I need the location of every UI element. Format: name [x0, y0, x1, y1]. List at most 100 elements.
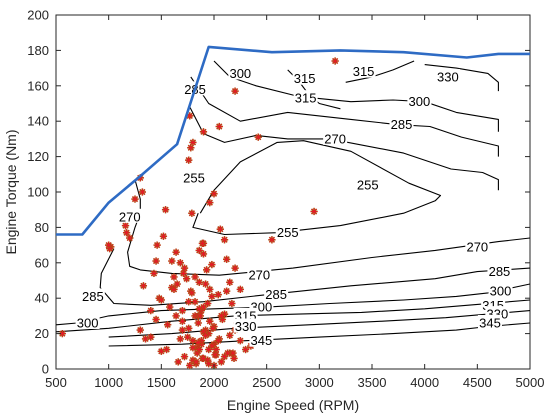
- operating-point-core: [242, 346, 249, 353]
- operating-point-core: [122, 222, 129, 229]
- operating-point-core: [193, 359, 199, 365]
- operating-point: [210, 190, 218, 198]
- operating-point: [152, 315, 160, 324]
- operating-point-core: [175, 359, 182, 365]
- operating-point: [185, 156, 193, 164]
- operating-point: [141, 335, 150, 343]
- operating-point-core: [213, 346, 219, 353]
- operating-point-core: [192, 274, 198, 280]
- contour-label: 255: [357, 177, 379, 192]
- operating-point-core: [181, 265, 188, 271]
- contour-label: 285: [265, 287, 287, 302]
- operating-point: [236, 337, 244, 345]
- operating-point-core: [179, 318, 186, 325]
- operating-point-core: [154, 242, 160, 248]
- contour-label-bg: [292, 70, 317, 85]
- operating-point: [150, 269, 158, 278]
- operating-point-core: [177, 259, 184, 266]
- contour-line-255: [192, 140, 442, 236]
- operating-point-core: [203, 267, 210, 273]
- operating-point-core: [197, 313, 204, 319]
- operating-point: [216, 225, 224, 233]
- operating-point: [217, 312, 225, 320]
- y-tick-label: 160: [27, 78, 49, 93]
- operating-point-core: [210, 325, 216, 332]
- contour-label: 315: [294, 71, 316, 86]
- contour-label: 300: [490, 284, 512, 299]
- operating-point: [242, 345, 250, 354]
- operating-point: [220, 236, 229, 244]
- operating-point-core: [223, 256, 230, 263]
- contour-label: 345: [251, 333, 273, 348]
- operating-point-core: [142, 336, 149, 342]
- contour-label-bg: [233, 307, 258, 322]
- operating-point: [170, 285, 178, 293]
- operating-point-core: [230, 350, 236, 356]
- operating-point: [191, 273, 199, 281]
- y-tick-label: 200: [27, 8, 49, 23]
- operating-point-core: [153, 258, 159, 264]
- operating-point-core: [179, 307, 186, 314]
- operating-point: [179, 269, 188, 278]
- operating-point-core: [196, 247, 203, 254]
- y-tick-label: 120: [27, 149, 49, 164]
- operating-point-core: [216, 123, 223, 130]
- operating-point: [199, 303, 208, 311]
- y-tick-label: 0: [42, 362, 49, 377]
- x-axis-label: Engine Speed (RPM): [227, 397, 359, 413]
- operating-point-core: [209, 261, 215, 268]
- operating-point-core: [223, 288, 230, 294]
- operating-point-core: [180, 270, 187, 277]
- operating-point-core: [332, 58, 338, 64]
- operating-point: [183, 275, 191, 283]
- operating-point: [231, 87, 239, 95]
- contour-line-330: [424, 64, 499, 92]
- contour-label-bg: [228, 65, 253, 80]
- operating-point: [139, 282, 148, 290]
- operating-point-core: [126, 235, 133, 241]
- x-tick-label: 4000: [410, 375, 439, 390]
- contour-label: 285: [82, 289, 104, 304]
- operating-point-core: [229, 300, 235, 307]
- operating-point: [191, 298, 199, 306]
- contour-label-bg: [249, 332, 274, 347]
- operating-point: [166, 303, 174, 311]
- contour-label: 270: [119, 209, 141, 224]
- operating-point: [195, 305, 203, 313]
- operating-point-core: [183, 275, 190, 282]
- operating-point-core: [184, 334, 191, 341]
- operating-point-core: [218, 359, 225, 365]
- operating-point-core: [164, 321, 171, 328]
- contour-label-bg: [75, 314, 100, 329]
- x-tick-label: 3500: [358, 375, 387, 390]
- operating-point-core: [200, 128, 207, 135]
- x-tick-label: 500: [45, 375, 67, 390]
- operating-point: [194, 319, 202, 327]
- operating-point: [236, 285, 244, 293]
- operating-point: [226, 278, 234, 286]
- y-tick-label: 80: [35, 220, 49, 235]
- operating-point-core: [200, 251, 207, 257]
- operating-point: [170, 273, 178, 281]
- contour-label: 300: [229, 66, 251, 81]
- operating-point-core: [166, 304, 173, 310]
- x-tick-label: 4500: [463, 375, 492, 390]
- x-tick-label: 3000: [305, 375, 334, 390]
- operating-point-core: [206, 199, 213, 206]
- operating-point: [147, 306, 155, 315]
- operating-point-core: [196, 346, 203, 353]
- operating-point: [211, 351, 219, 359]
- contour-label-bg: [465, 238, 490, 253]
- operating-point: [214, 291, 222, 299]
- operating-point-core: [206, 318, 213, 325]
- operating-point: [188, 209, 196, 217]
- operating-point-core: [174, 281, 180, 287]
- operating-point: [180, 353, 189, 361]
- operating-point-core: [177, 336, 184, 342]
- contour-line-285: [99, 248, 530, 306]
- contour-label: 255: [277, 225, 299, 240]
- operating-point: [254, 133, 262, 141]
- operating-point-core: [217, 226, 224, 233]
